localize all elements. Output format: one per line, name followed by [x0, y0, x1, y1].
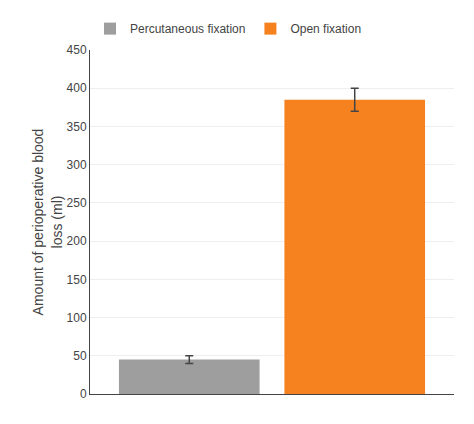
svg-text:Open fixation: Open fixation [290, 22, 361, 36]
svg-text:350: 350 [67, 120, 87, 134]
svg-text:Percutaneous fixation: Percutaneous fixation [130, 22, 245, 36]
svg-text:400: 400 [67, 81, 87, 95]
svg-text:150: 150 [67, 273, 87, 287]
svg-text:300: 300 [67, 158, 87, 172]
svg-text:Amount of perioperative bloodl: Amount of perioperative bloodloss (ml) [30, 129, 64, 316]
svg-text:250: 250 [67, 196, 87, 210]
svg-text:200: 200 [67, 234, 87, 248]
svg-text:450: 450 [67, 43, 87, 57]
svg-text:100: 100 [67, 311, 87, 325]
svg-text:0: 0 [80, 387, 87, 401]
svg-text:50: 50 [73, 349, 87, 363]
